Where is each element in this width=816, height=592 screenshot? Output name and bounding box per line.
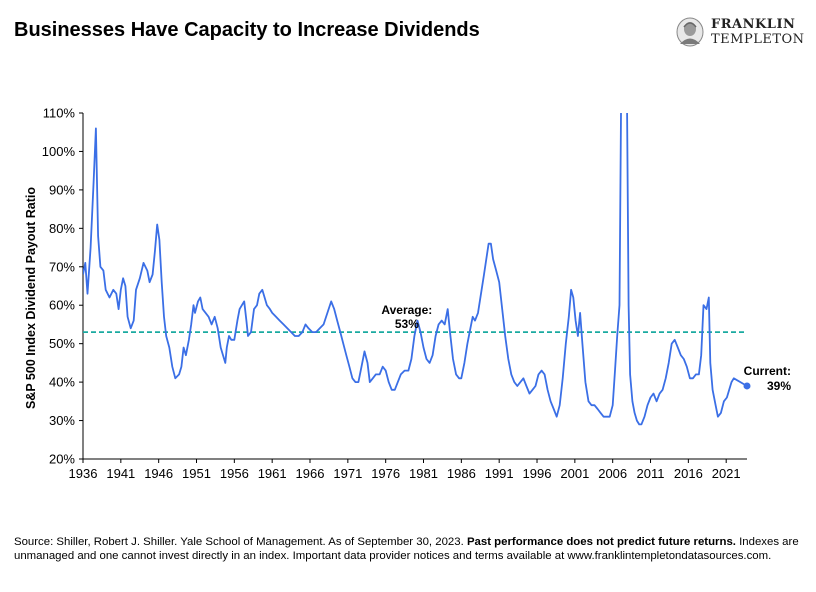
franklin-templeton-logo: FRANKLIN TEMPLETON xyxy=(676,16,806,50)
y-tick-label: 80% xyxy=(49,221,75,236)
x-tick-label: 1981 xyxy=(409,466,438,481)
y-tick-label: 60% xyxy=(49,298,75,313)
logo-text-franklin: FRANKLIN xyxy=(711,17,796,32)
average-label: Average: xyxy=(381,303,432,317)
average-value-label: 53% xyxy=(395,317,419,331)
x-tick-label: 1941 xyxy=(106,466,135,481)
x-tick-label: 1986 xyxy=(447,466,476,481)
x-tick-label: 2011 xyxy=(637,466,665,481)
y-tick-label: 70% xyxy=(49,259,75,274)
footer-note: Source: Shiller, Robert J. Shiller. Yale… xyxy=(14,536,804,563)
x-tick-label: 1951 xyxy=(182,466,211,481)
y-tick-label: 90% xyxy=(49,182,75,197)
y-tick-label: 110% xyxy=(43,106,76,121)
y-tick-label: 40% xyxy=(49,375,75,390)
series-line xyxy=(83,113,748,426)
y-tick-label: 50% xyxy=(49,336,75,351)
x-tick-label: 1946 xyxy=(144,466,173,481)
x-tick-label: 1956 xyxy=(220,466,249,481)
franklin-portrait-icon xyxy=(676,17,704,47)
y-tick-label: 100% xyxy=(42,144,76,159)
footer-disclaimer-bold: Past performance does not predict future… xyxy=(466,536,736,548)
payout-ratio-chart: 20% 30% 40% 50% 60% 70% 80% 90% 100% 110% 1936 194… xyxy=(24,106,791,482)
x-tick-label: 1971 xyxy=(333,466,362,481)
footer-source: Source: Shiller, Robert J. Shiller. Yale… xyxy=(14,536,464,548)
y-tick-label: 20% xyxy=(49,452,75,467)
chart-title: Businesses Have Capacity to Increase Div… xyxy=(14,19,480,41)
x-tick-label: 2016 xyxy=(674,466,703,481)
y-tick-label: 30% xyxy=(49,413,75,428)
logo-text-templeton: TEMPLETON xyxy=(711,32,805,47)
x-tick-label: 1966 xyxy=(296,466,325,481)
x-tick-label: 2006 xyxy=(598,466,627,481)
current-point xyxy=(743,382,751,390)
x-tick-label: 1991 xyxy=(485,466,514,481)
x-tick-label: 1996 xyxy=(523,466,552,481)
x-tick-label: 2001 xyxy=(560,466,589,481)
x-tick-label: 2021 xyxy=(712,466,741,481)
x-tick-label: 1976 xyxy=(371,466,400,481)
x-tick-label: 1936 xyxy=(69,466,98,481)
footer-rest: Indexes are unmanaged and one cannot inv… xyxy=(14,536,799,562)
current-label: Current: xyxy=(744,364,791,378)
current-value-label: 39% xyxy=(767,379,791,393)
y-axis: 20% 30% 40% 50% 60% 70% 80% 90% 100% 110% xyxy=(42,106,83,467)
y-axis-title: S&P 500 Index Dividend Payout Ratio xyxy=(24,187,38,409)
x-axis: 1936 1941 1946 1951 1956 1961 1966 1971 1976 1981… xyxy=(69,459,741,481)
x-tick-label: 1961 xyxy=(258,466,287,481)
